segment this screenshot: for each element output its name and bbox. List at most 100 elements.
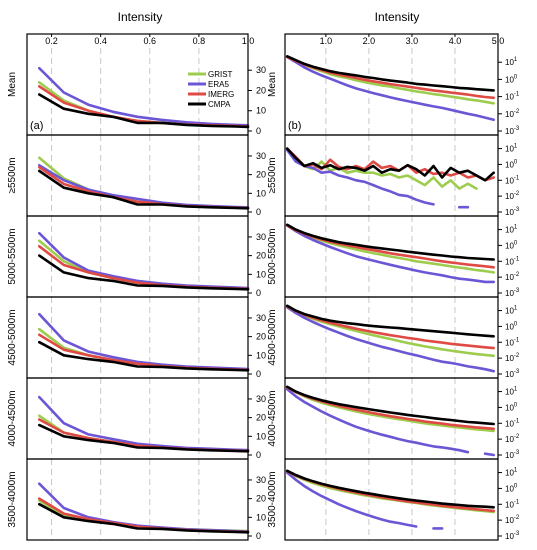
y-tick-exponent: -1 <box>514 175 520 181</box>
series-line-era5-a-row4 <box>38 395 250 452</box>
y-tick-label: 0 <box>256 207 261 217</box>
y-tick-label: 10-2 <box>505 353 520 363</box>
y-tick-label: 101 <box>505 387 518 397</box>
series-line-cmpa-a-row3 <box>38 340 250 372</box>
series-line-era5-b-row5 <box>285 471 444 530</box>
row-label-left: 3500-4000m <box>7 471 18 527</box>
series-line-cmpa-b-row4 <box>285 385 495 426</box>
row-label-left: 4000-4500m <box>7 390 18 446</box>
text-layer: Intensity Intensity 0.2 0.4 0.6 0.8 1.0 Mean 0… <box>7 10 520 541</box>
y-tick-label: 20 <box>256 85 266 95</box>
row-label-right: Mean <box>267 72 278 97</box>
series-line-era5-b-row1 <box>285 148 470 209</box>
row-label-left: 4500-5000m <box>7 309 18 365</box>
frames-layer <box>26 33 502 541</box>
row-label-right: 4000-4500m <box>267 390 278 446</box>
y-tick-base: 10 <box>505 532 514 541</box>
y-tick-base: 10 <box>505 289 514 298</box>
y-tick-exponent: -3 <box>514 288 520 294</box>
series-line-imerg-a-row3 <box>38 333 250 372</box>
y-tick-exponent: -2 <box>514 272 520 278</box>
y-tick-exponent: -2 <box>514 515 520 521</box>
panel-label-b: (b) <box>288 120 301 132</box>
y-tick-base: 10 <box>505 469 514 478</box>
y-tick-base: 10 <box>505 127 514 136</box>
series-line-era5-a-row3 <box>38 312 250 371</box>
row-label-right: 3500-4000m <box>267 471 278 527</box>
y-tick-exponent: 0 <box>514 74 518 80</box>
series-line-cmpa-a-row4 <box>38 423 250 453</box>
y-tick-base: 10 <box>505 273 514 282</box>
y-tick-label: 0 <box>256 369 261 379</box>
y-tick-exponent: 0 <box>514 483 518 489</box>
y-tick-exponent: -1 <box>514 418 520 424</box>
y-tick-label: 10-3 <box>505 450 520 460</box>
legend-label-cmpa: CMPA <box>208 100 231 109</box>
y-tick-base: 10 <box>505 419 514 428</box>
y-tick-label: 20 <box>256 251 266 261</box>
y-tick-label: 101 <box>505 144 518 154</box>
series-line-cmpa-b-row1 <box>285 147 495 182</box>
legend-label-era5: ERA5 <box>208 80 229 89</box>
series-line-imerg-a-row1 <box>38 165 250 210</box>
y-tick-exponent: -2 <box>514 434 520 440</box>
y-tick-exponent: -1 <box>514 256 520 262</box>
x-tick-label: 1.0 <box>242 36 255 46</box>
series-line-era5-b-row4 <box>285 387 495 457</box>
y-tick-base: 10 <box>505 516 514 525</box>
y-tick-exponent: 0 <box>514 321 518 327</box>
series-layer <box>38 55 495 534</box>
series-line-era5-a-row2 <box>38 231 250 290</box>
x-tick-label: 3.0 <box>406 36 419 46</box>
row-label-left: 5000-5500m <box>7 228 18 284</box>
y-tick-base: 10 <box>505 160 514 169</box>
x-tick-label: 4.0 <box>449 36 462 46</box>
series-line-imerg-a-row5 <box>38 497 250 534</box>
x-tick-label: 2.0 <box>363 36 376 46</box>
legend-label-imerg: IMERG <box>208 90 234 99</box>
row-label-right: ≥5500m <box>267 157 278 193</box>
y-tick-label: 20 <box>256 413 266 423</box>
y-tick-label: 0 <box>256 531 261 541</box>
y-tick-label: 10-3 <box>505 126 520 136</box>
y-tick-exponent: -2 <box>514 353 520 359</box>
series-line-cmpa-a-row5 <box>38 502 250 534</box>
y-tick-base: 10 <box>505 322 514 331</box>
y-tick-label: 10-1 <box>505 418 520 428</box>
series-line-era5-b-row0 <box>285 55 495 122</box>
y-tick-exponent: -3 <box>514 126 520 132</box>
y-tick-exponent: -3 <box>514 369 520 375</box>
y-tick-label: 101 <box>505 57 518 67</box>
y-tick-label: 10-3 <box>505 369 520 379</box>
y-tick-label: 10-1 <box>505 256 520 266</box>
y-tick-base: 10 <box>505 484 514 493</box>
y-tick-exponent: 1 <box>514 144 518 150</box>
y-tick-exponent: 0 <box>514 402 518 408</box>
y-tick-label: 10-2 <box>505 515 520 525</box>
y-tick-exponent: -1 <box>514 337 520 343</box>
y-tick-base: 10 <box>505 226 514 235</box>
y-tick-exponent: 1 <box>514 387 518 393</box>
y-tick-base: 10 <box>505 500 514 509</box>
y-tick-label: 30 <box>256 65 266 75</box>
y-tick-base: 10 <box>505 75 514 84</box>
x-tick-label: 0.2 <box>45 36 58 46</box>
row-label-right: 5000-5500m <box>267 228 278 284</box>
x-tick-label: 0.8 <box>193 36 206 46</box>
y-tick-base: 10 <box>505 93 514 102</box>
y-tick-label: 20 <box>256 170 266 180</box>
y-tick-base: 10 <box>505 403 514 412</box>
y-tick-base: 10 <box>505 208 514 217</box>
panel-label-a: (a) <box>30 120 43 132</box>
x-tick-label: 5.0 <box>492 36 505 46</box>
y-tick-exponent: -1 <box>514 499 520 505</box>
y-tick-exponent: -2 <box>514 191 520 197</box>
series-line-cmpa-a-row2 <box>38 254 250 291</box>
y-tick-label: 10 <box>256 106 266 116</box>
y-tick-label: 10 <box>256 269 266 279</box>
y-tick-exponent: -2 <box>514 109 520 115</box>
y-tick-label: 10-3 <box>505 531 520 541</box>
series-line-era5-a-row5 <box>38 482 250 533</box>
y-tick-label: 100 <box>505 240 518 250</box>
